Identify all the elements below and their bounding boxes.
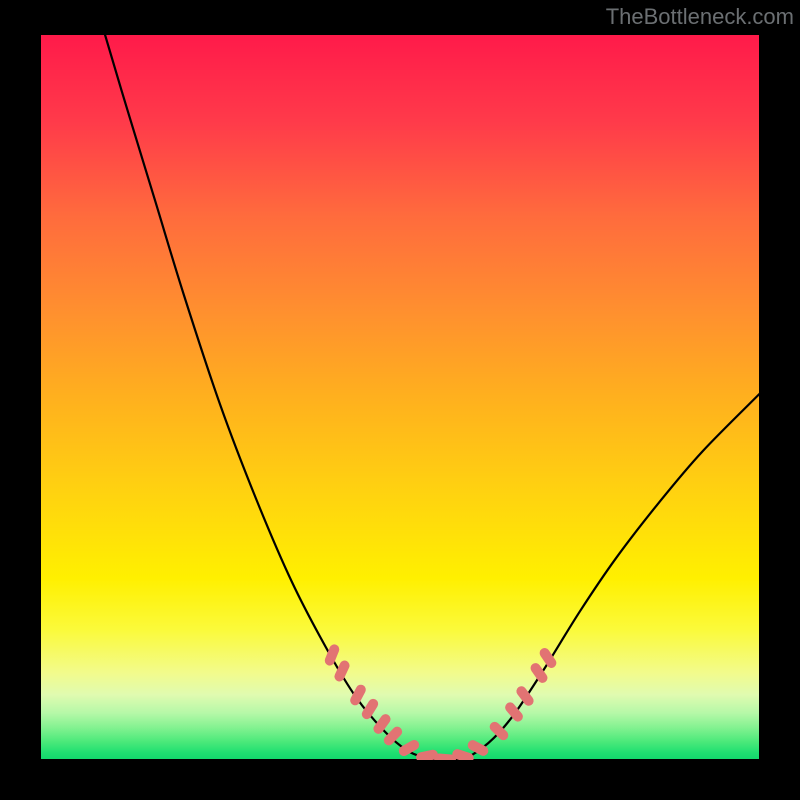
watermark-text: TheBottleneck.com — [606, 4, 794, 30]
curve-marker — [514, 684, 535, 708]
curve-marker — [333, 659, 351, 683]
curve-marker — [349, 683, 368, 707]
plot-area — [40, 34, 760, 760]
curve-layer — [40, 34, 760, 760]
curve-marker — [360, 697, 380, 721]
curve-marker — [503, 700, 525, 723]
curve-marker — [323, 643, 341, 667]
curve-marker — [488, 720, 511, 742]
curve-left-branch — [105, 34, 447, 760]
curve-right-branch — [447, 393, 760, 760]
